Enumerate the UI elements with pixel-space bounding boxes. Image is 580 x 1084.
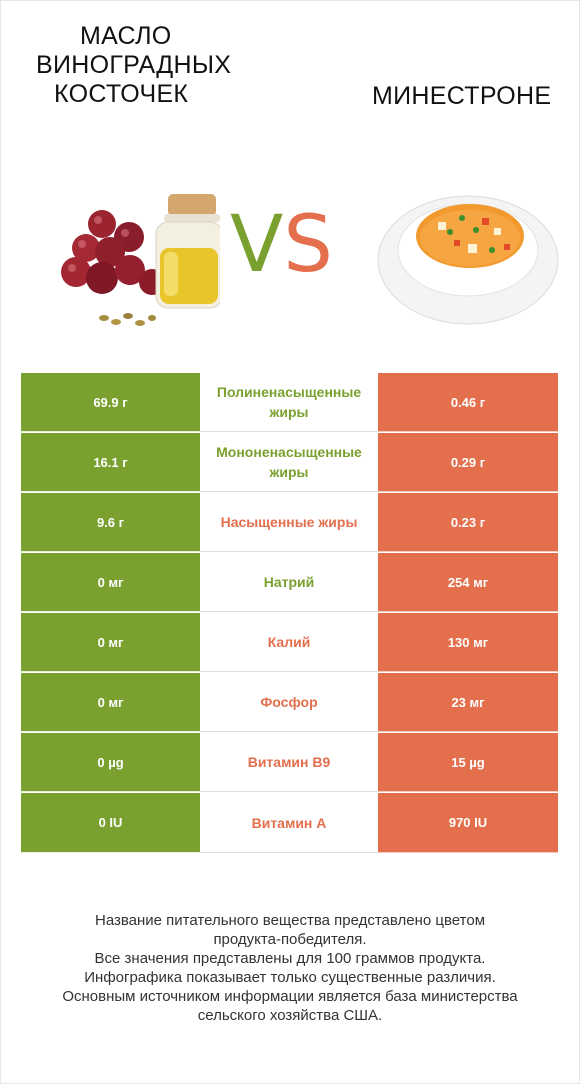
- left-product-title: Масло виноградных косточек: [36, 22, 266, 109]
- nutrient-name: Натрий: [200, 553, 378, 612]
- table-row: 9.6 г Насыщенные жиры 0.23 г: [21, 493, 558, 553]
- nutrient-label: Насыщенные жиры: [220, 514, 358, 530]
- nutrient-label: Мононенасыщенные жиры: [216, 444, 362, 480]
- nutrient-name: Витамин A: [200, 793, 378, 853]
- left-value: 16.1 г: [21, 433, 200, 492]
- left-title-line-2: виноградных: [36, 51, 232, 79]
- nutrient-label: Витамин A: [251, 814, 327, 831]
- left-title-line-1: Масло: [80, 22, 172, 50]
- vs-label: VS: [230, 200, 350, 290]
- table-row: 0 µg Витамин B9 15 µg: [21, 733, 558, 793]
- nutrient-name: Витамин B9: [200, 733, 378, 792]
- nutrient-name: Мононенасыщенные жиры: [200, 433, 378, 492]
- left-title-line-3: косточек: [54, 80, 189, 108]
- right-value: 0.46 г: [378, 373, 558, 432]
- nutrient-label: Натрий: [263, 574, 315, 590]
- right-value: 130 мг: [378, 613, 558, 672]
- left-value: 0 мг: [21, 553, 200, 612]
- nutrient-comparison-table: 69.9 г Полиненасыщенные жиры 0.46 г 16.1…: [21, 373, 558, 854]
- left-value: 9.6 г: [21, 493, 200, 552]
- table-row: 0 мг Натрий 254 мг: [21, 553, 558, 613]
- nutrient-label: Калий: [267, 634, 311, 650]
- footer-line: продукта-победителя.: [213, 931, 367, 948]
- table-row: 69.9 г Полиненасыщенные жиры 0.46 г: [21, 373, 558, 433]
- nutrient-label: Полиненасыщенные жиры: [216, 384, 362, 420]
- nutrient-label: Фосфор: [260, 694, 318, 710]
- footer-line: сельского хозяйства США.: [197, 1007, 383, 1024]
- table-row: 0 мг Фосфор 23 мг: [21, 673, 558, 733]
- footer-notes: Название питательного вещества представл…: [0, 911, 580, 1025]
- left-value: 0 мг: [21, 613, 200, 672]
- footer-line: Все значения представлены для 100 граммо…: [94, 950, 486, 967]
- nutrient-label: Витамин B9: [247, 754, 331, 770]
- vs-letter-v: V: [230, 200, 284, 290]
- right-value: 0.29 г: [378, 433, 558, 492]
- right-value: 970 IU: [378, 793, 558, 853]
- right-value: 23 мг: [378, 673, 558, 732]
- footer-line: Название питательного вещества представл…: [94, 912, 486, 929]
- table-row: 0 мг Калий 130 мг: [21, 613, 558, 673]
- left-value: 0 мг: [21, 673, 200, 732]
- nutrient-name: Фосфор: [200, 673, 378, 732]
- table-row: 0 IU Витамин A 970 IU: [21, 793, 558, 854]
- right-value: 254 мг: [378, 553, 558, 612]
- left-value: 0 IU: [21, 793, 200, 853]
- right-value: 0.23 г: [378, 493, 558, 552]
- footer-line: Инфографика показывает только существенн…: [84, 969, 496, 986]
- vs-letter-s: S: [283, 200, 333, 290]
- footer-line: Основным источником информации является …: [62, 988, 518, 1005]
- right-value: 15 µg: [378, 733, 558, 792]
- grape-seed-oil-image: [61, 194, 220, 326]
- nutrient-name: Калий: [200, 613, 378, 672]
- right-product-title: Минестроне: [372, 82, 552, 110]
- left-value: 0 µg: [21, 733, 200, 792]
- minestrone-soup-image: [377, 195, 559, 325]
- nutrient-name: Полиненасыщенные жиры: [200, 373, 378, 432]
- left-value: 69.9 г: [21, 373, 200, 432]
- table-row: 16.1 г Мононенасыщенные жиры 0.29 г: [21, 433, 558, 493]
- nutrient-name: Насыщенные жиры: [200, 493, 378, 552]
